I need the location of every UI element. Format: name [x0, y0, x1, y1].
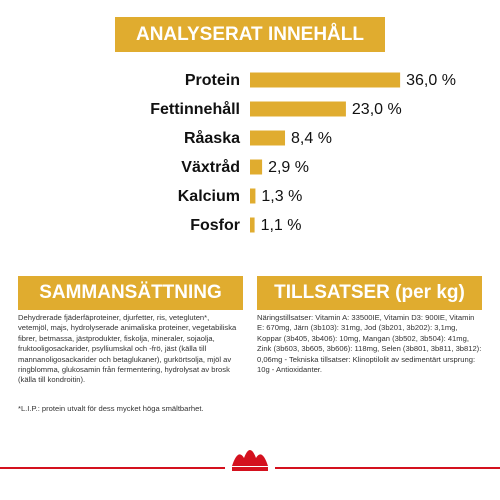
category-label: Fettinnehåll	[150, 100, 240, 118]
footer-logo	[0, 450, 500, 471]
section-title: SAMMANSÄTTNING	[18, 276, 243, 310]
category-label: Kalcium	[178, 188, 240, 205]
crown-base	[232, 467, 268, 471]
bar	[250, 188, 256, 204]
category-label: Råaska	[184, 129, 240, 147]
value-label: 1,1 %	[261, 217, 302, 234]
bar	[250, 72, 401, 88]
additives-text: Näringstillsatser: Vitamin A: 33500IE, V…	[257, 313, 482, 375]
composition-text: Dehydrerade fjäderfäproteiner, djurfette…	[18, 313, 237, 385]
bar	[250, 130, 286, 146]
bar	[250, 159, 263, 175]
chart-title: ANALYSERAT INNEHÅLL	[115, 17, 385, 52]
crown	[232, 450, 268, 466]
value-label: 2,9 %	[268, 159, 309, 176]
section-title: TILLSATSER (per kg)	[257, 276, 482, 310]
bar	[250, 217, 255, 233]
chart: Protein 36,0 % Fettinnehåll 23,0 % Råaska 8,4…	[150, 72, 456, 234]
category-label: Växtråd	[181, 158, 240, 176]
value-label: 23,0 %	[352, 101, 402, 118]
category-label: Fosfor	[190, 217, 240, 234]
value-label: 8,4 %	[291, 130, 332, 147]
value-label: 36,0 %	[406, 72, 456, 89]
category-label: Protein	[185, 72, 240, 89]
footnote: *L.I.P.: protein utvalt för dess mycket …	[18, 404, 204, 413]
bar	[250, 101, 346, 117]
value-label: 1,3 %	[261, 188, 302, 205]
